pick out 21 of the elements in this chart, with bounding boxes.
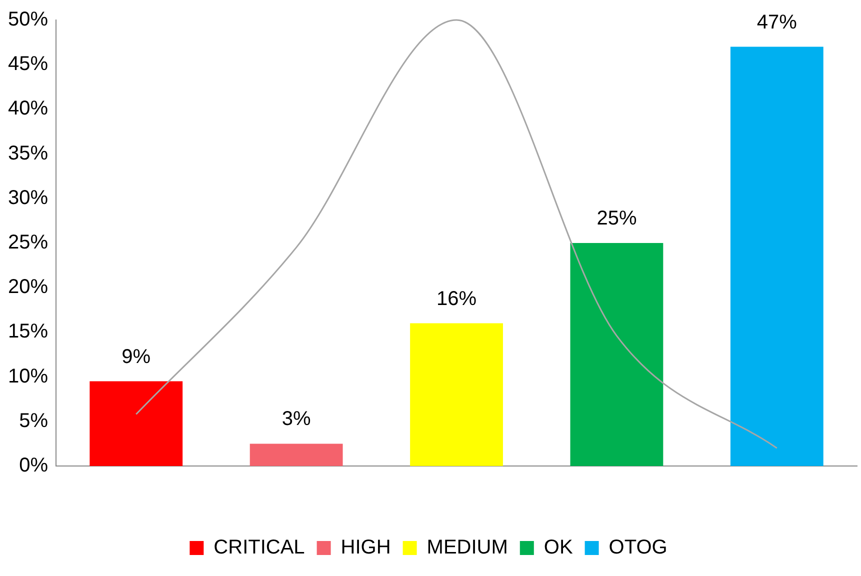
legend-label: OTOG <box>608 536 668 559</box>
y-tick-label: 20% <box>8 276 48 298</box>
data-label: 47% <box>756 11 798 34</box>
legend-label: OK <box>544 536 574 559</box>
y-tick-label: 50% <box>8 8 48 31</box>
y-tick-label: 35% <box>8 142 48 164</box>
data-label: 16% <box>436 288 477 310</box>
y-tick-label: 30% <box>8 186 48 209</box>
data-label: 25% <box>596 208 637 230</box>
y-tick-label: 10% <box>8 365 48 388</box>
legend-label: CRITICAL <box>214 536 305 559</box>
data-label: 9% <box>122 346 151 368</box>
y-tick-label: 0% <box>19 454 48 477</box>
data-label: 3% <box>282 408 311 430</box>
y-tick-label: 45% <box>8 53 48 76</box>
y-tick-label: 25% <box>8 232 48 254</box>
y-tick-label: 40% <box>8 98 48 120</box>
y-tick-label: 15% <box>8 320 48 343</box>
legend-label: MEDIUM <box>426 536 508 559</box>
y-tick-label: 5% <box>19 410 48 432</box>
legend-label: HIGH <box>340 536 391 559</box>
